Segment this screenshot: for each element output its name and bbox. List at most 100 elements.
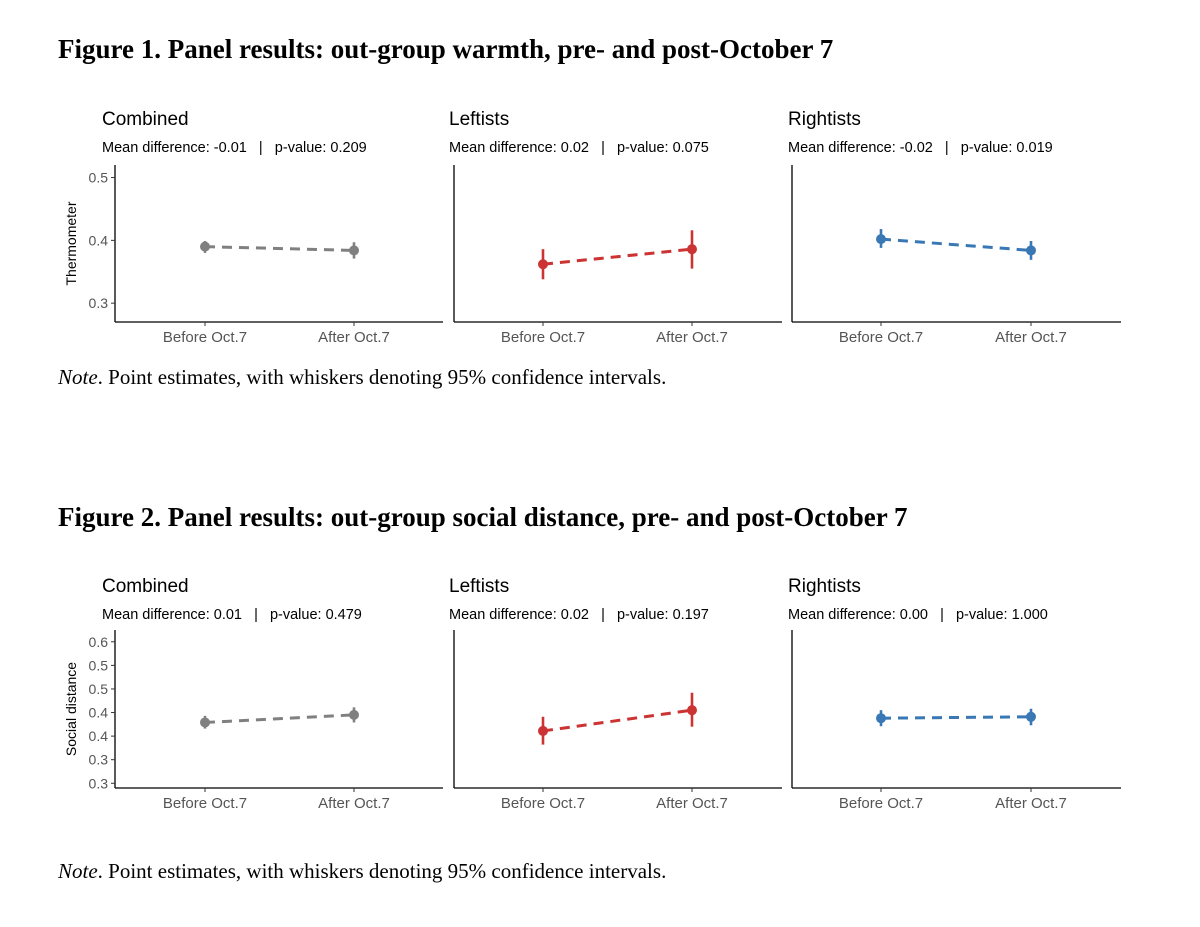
mean-difference-label: Mean difference: <box>449 607 557 623</box>
data-point <box>349 709 359 720</box>
y-tick-label: 0.4 <box>89 728 109 744</box>
panel-subtitle: Mean difference: 0.02 | p-value: 0.197 <box>449 607 709 623</box>
mean-difference-value: 0.01 <box>210 607 242 623</box>
panel-leftists: Leftists Mean difference: 0.02 | p-value:… <box>449 109 782 346</box>
p-value-value: 0.075 <box>669 140 709 156</box>
panel-rightists: Rightists Mean difference: 0.00 | p-value… <box>788 576 1121 812</box>
separator: | <box>933 140 961 156</box>
mean-difference-value: 0.02 <box>557 607 589 623</box>
panel-subtitle: Mean difference: 0.01 | p-value: 0.479 <box>102 607 362 623</box>
figure-1-note: Note. Point estimates, with whiskers den… <box>58 365 666 390</box>
panel-title: Combined <box>102 109 189 130</box>
p-value-label: p-value: <box>956 607 1008 623</box>
y-tick-label: 0.3 <box>89 775 109 791</box>
panel-rightists: Rightists Mean difference: -0.02 | p-valu… <box>788 109 1121 346</box>
data-point <box>876 713 886 724</box>
series-line <box>542 708 693 733</box>
panel-combined: Combined Mean difference: 0.01 | p-value:… <box>63 576 443 812</box>
p-value-label: p-value: <box>275 140 327 156</box>
p-value-value: 0.479 <box>322 607 362 623</box>
y-tick-label: 0.5 <box>89 657 109 673</box>
panel-title: Leftists <box>449 576 509 597</box>
p-value-value: 0.019 <box>1012 140 1052 156</box>
mean-difference-label: Mean difference: <box>788 140 896 156</box>
figure-2-title: Figure 2. Panel results: out-group socia… <box>58 502 908 532</box>
mean-difference-label: Mean difference: <box>449 140 557 156</box>
data-point <box>349 245 359 256</box>
panel-subtitle: Mean difference: 0.02 | p-value: 0.075 <box>449 140 709 156</box>
x-tick-label: Before Oct.7 <box>839 795 923 812</box>
data-point <box>200 241 210 252</box>
p-value-value: 0.209 <box>326 140 366 156</box>
panel-leftists: Leftists Mean difference: 0.02 | p-value:… <box>449 576 782 812</box>
y-axis-label: Social distance <box>63 662 79 756</box>
p-value-label: p-value: <box>961 140 1013 156</box>
separator: | <box>589 140 617 156</box>
mean-difference-value: 0.00 <box>896 607 928 623</box>
separator: | <box>589 607 617 623</box>
y-tick-label: 0.5 <box>89 170 109 186</box>
series-line <box>204 713 355 724</box>
figure-1-note-italic: Note <box>58 365 98 389</box>
data-point <box>1026 711 1036 722</box>
p-value-label: p-value: <box>270 607 322 623</box>
data-point <box>538 259 548 270</box>
figure-1-chart: Combined Mean difference: -0.01 | p-value… <box>63 109 1121 346</box>
separator: | <box>247 140 275 156</box>
p-value-label: p-value: <box>617 140 669 156</box>
panel-title: Combined <box>102 576 189 597</box>
data-point <box>687 244 697 255</box>
y-tick-label: 0.4 <box>89 232 109 248</box>
data-point <box>876 234 886 245</box>
data-point <box>538 725 548 736</box>
x-tick-label: After Oct.7 <box>656 795 728 812</box>
x-tick-label: After Oct.7 <box>995 329 1067 346</box>
panel-subtitle: Mean difference: -0.02 | p-value: 0.019 <box>788 140 1053 156</box>
y-tick-label: 0.5 <box>89 681 109 697</box>
mean-difference-label: Mean difference: <box>102 140 210 156</box>
series-line <box>542 247 693 266</box>
panel-combined: Combined Mean difference: -0.01 | p-value… <box>63 109 443 346</box>
p-value-value: 1.000 <box>1008 607 1048 623</box>
separator: | <box>242 607 270 623</box>
mean-difference-value: -0.01 <box>210 140 247 156</box>
x-tick-label: Before Oct.7 <box>501 329 585 346</box>
figure-2-note-italic: Note <box>58 859 98 883</box>
panel-title: Rightists <box>788 576 861 597</box>
y-tick-label: 0.3 <box>89 752 109 768</box>
series-line <box>880 237 1032 252</box>
p-value-value: 0.197 <box>669 607 709 623</box>
x-tick-label: After Oct.7 <box>318 329 390 346</box>
y-tick-label: 0.6 <box>89 634 109 650</box>
mean-difference-value: 0.02 <box>557 140 589 156</box>
figure-2-chart: Combined Mean difference: 0.01 | p-value:… <box>63 576 1121 812</box>
mean-difference-label: Mean difference: <box>102 607 210 623</box>
y-axis-label: Thermometer <box>63 201 79 285</box>
x-tick-label: Before Oct.7 <box>163 795 247 812</box>
x-tick-label: After Oct.7 <box>318 795 390 812</box>
y-tick-label: 0.4 <box>89 705 109 721</box>
x-tick-label: After Oct.7 <box>995 795 1067 812</box>
x-tick-label: After Oct.7 <box>656 329 728 346</box>
figure-2-note-text: . Point estimates, with whiskers denotin… <box>97 859 667 883</box>
separator: | <box>928 607 956 623</box>
figure-1-title: Figure 1. Panel results: out-group warmt… <box>58 34 834 64</box>
panel-subtitle: Mean difference: -0.01 | p-value: 0.209 <box>102 140 367 156</box>
data-point <box>687 705 697 716</box>
x-tick-label: Before Oct.7 <box>839 329 923 346</box>
panel-title: Rightists <box>788 109 861 130</box>
data-point <box>200 717 210 728</box>
p-value-label: p-value: <box>617 607 669 623</box>
mean-difference-value: -0.02 <box>896 140 933 156</box>
x-tick-label: Before Oct.7 <box>501 795 585 812</box>
series-line <box>204 245 355 252</box>
mean-difference-label: Mean difference: <box>788 607 896 623</box>
x-tick-label: Before Oct.7 <box>163 329 247 346</box>
series-line <box>880 715 1032 720</box>
data-point <box>1026 245 1036 256</box>
figure-1-note-text: . Point estimates, with whiskers denotin… <box>97 365 667 389</box>
panel-subtitle: Mean difference: 0.00 | p-value: 1.000 <box>788 607 1048 623</box>
panel-title: Leftists <box>449 109 509 130</box>
y-tick-label: 0.3 <box>89 295 109 311</box>
figure-2-note: Note. Point estimates, with whiskers den… <box>58 859 666 884</box>
